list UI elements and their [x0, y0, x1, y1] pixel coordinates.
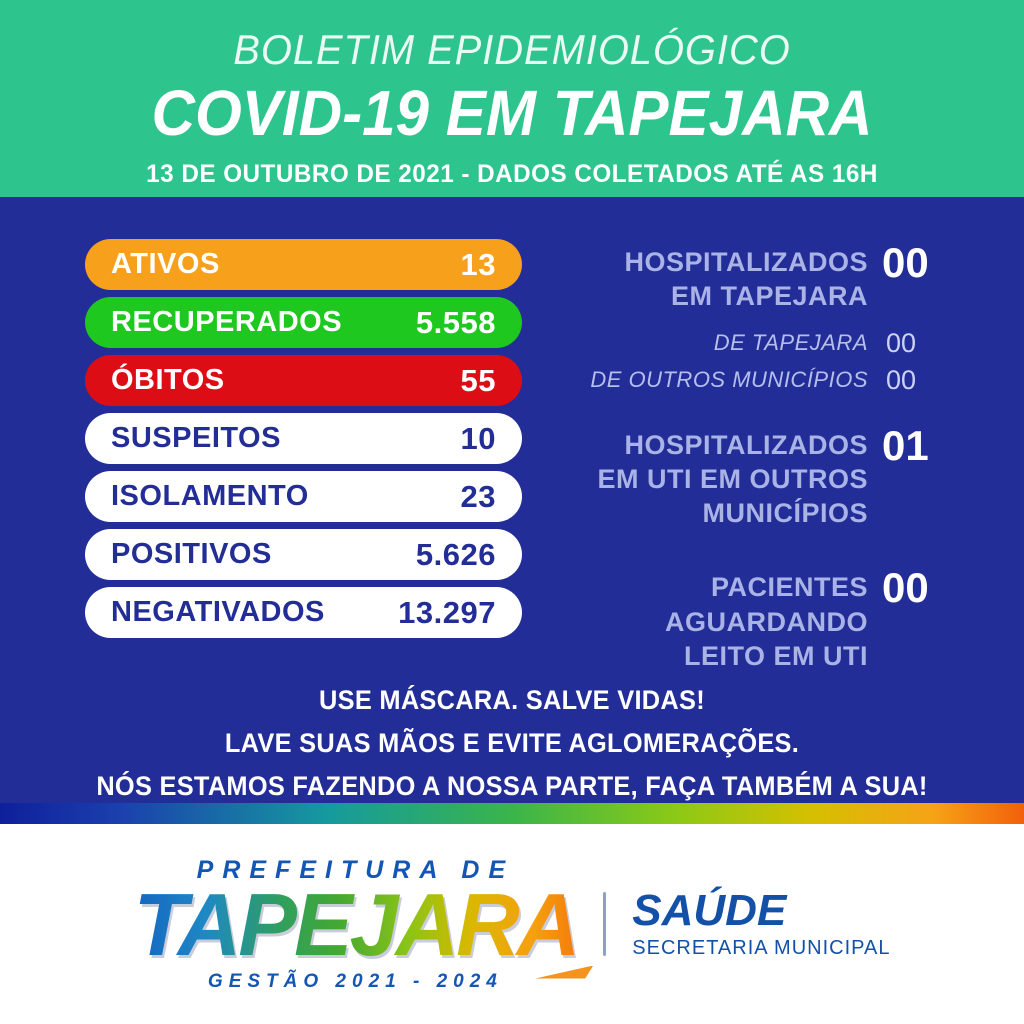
stat-value-ativos: 13: [460, 246, 496, 282]
campaign-message: USE MÁSCARA. SALVE VIDAS! LAVE SUAS MÃOS…: [0, 679, 1024, 809]
stat-label-obitos: ÓBITOS: [111, 364, 225, 396]
hosp-subvalue-outros-municipios: 00: [886, 364, 917, 395]
hosp-label-tapejara: HOSPITALIZADOS EM TAPEJARA: [624, 247, 868, 312]
hosp-row-aguardando-leito: PACIENTES AGUARDANDO LEITO EM UTI 00: [558, 564, 948, 673]
prefeitura-logo: PREFEITURA DE TAPEJARA GESTÃO 2021 - 202…: [133, 855, 594, 993]
tapejara-wordmark: TAPEJARA: [133, 874, 581, 974]
hosp-value-aguardando-leito: 00: [882, 564, 929, 612]
hosp-subrow-de-tapejara: DE TAPEJARA 00: [558, 327, 948, 358]
footer-section: PREFEITURA DE TAPEJARA GESTÃO 2021 - 202…: [0, 824, 1024, 1024]
hosp-label-uti-outros: HOSPITALIZADOS EM UTI EM OUTROS MUNICÍPI…: [597, 429, 868, 529]
stat-pill-negativados: NEGATIVADOS 13.297: [85, 587, 522, 638]
hosp-subrow-outros-municipios: DE OUTROS MUNICÍPIOS 00: [558, 364, 948, 395]
hosp-sublabel-outros-municipios: DE OUTROS MUNICÍPIOS: [590, 366, 868, 392]
hosp-value-uti-outros: 01: [882, 421, 929, 469]
message-line-1: USE MÁSCARA. SALVE VIDAS!: [319, 685, 705, 715]
saude-label: SAÚDE: [632, 885, 787, 935]
stat-pill-obitos: ÓBITOS 55: [85, 355, 522, 406]
rainbow-divider: [0, 803, 1024, 824]
stat-label-isolamento: ISOLAMENTO: [111, 480, 309, 512]
main-section: ATIVOS 13 RECUPERADOS 5.558 ÓBITOS 55 SU…: [0, 197, 1024, 803]
gestao-label: GESTÃO 2021 - 2024: [207, 970, 503, 992]
stat-label-positivos: POSITIVOS: [111, 538, 272, 570]
stat-value-recuperados: 5.558: [415, 304, 496, 340]
stat-label-suspeitos: SUSPEITOS: [111, 422, 281, 454]
page-title: COVID-19 EM TAPEJARA: [151, 77, 873, 149]
hosp-label-aguardando-leito: PACIENTES AGUARDANDO LEITO EM UTI: [665, 572, 868, 671]
hosp-sub-list: DE TAPEJARA 00 DE OUTROS MUNICÍPIOS 00: [558, 327, 948, 395]
stat-value-suspeitos: 10: [460, 420, 496, 456]
stat-pill-recuperados: RECUPERADOS 5.558: [85, 297, 522, 348]
stat-pill-suspeitos: SUSPEITOS 10: [85, 413, 522, 464]
stat-value-obitos: 55: [460, 362, 496, 398]
hosp-row-uti-outros: HOSPITALIZADOS EM UTI EM OUTROS MUNICÍPI…: [558, 421, 948, 531]
message-line-3: NÓS ESTAMOS FAZENDO A NOSSA PARTE, FAÇA …: [96, 771, 928, 802]
secretaria-label: SECRETARIA MUNICIPAL: [632, 936, 891, 959]
hosp-value-tapejara: 00: [882, 239, 929, 286]
date-subtitle: 13 DE OUTUBRO DE 2021 - DADOS COLETADOS …: [146, 160, 878, 188]
footer-divider: [603, 892, 607, 956]
stat-label-recuperados: RECUPERADOS: [111, 306, 343, 338]
stat-pill-positivos: POSITIVOS 5.626: [85, 529, 522, 580]
hosp-sublabel-de-tapejara: DE TAPEJARA: [713, 329, 868, 355]
stat-label-ativos: ATIVOS: [111, 248, 220, 280]
stat-pill-isolamento: ISOLAMENTO 23: [85, 471, 522, 522]
stat-label-negativados: NEGATIVADOS: [111, 596, 325, 628]
hosp-subvalue-de-tapejara: 00: [886, 327, 917, 358]
hospitalization-column: HOSPITALIZADOS EM TAPEJARA 00 DE TAPEJAR…: [558, 239, 948, 673]
stat-value-positivos: 5.626: [415, 536, 496, 572]
message-line-2: LAVE SUAS MÃOS E EVITE AGLOMERAÇÕES.: [224, 728, 800, 759]
stat-pill-ativos: ATIVOS 13: [85, 239, 522, 290]
stat-value-isolamento: 23: [460, 478, 496, 514]
stat-value-negativados: 13.297: [398, 594, 496, 630]
hosp-row-tapejara: HOSPITALIZADOS EM TAPEJARA 00: [558, 239, 948, 314]
prefeitura-label: PREFEITURA DE: [196, 855, 515, 884]
bulletin-kicker: BOLETIM EPIDEMIOLÓGICO: [233, 26, 791, 73]
saude-logo: SAÚDE SECRETARIA MUNICIPAL: [632, 885, 891, 960]
header-section: BOLETIM EPIDEMIOLÓGICO COVID-19 EM TAPEJ…: [0, 0, 1024, 197]
stat-pills-list: ATIVOS 13 RECUPERADOS 5.558 ÓBITOS 55 SU…: [85, 239, 522, 645]
